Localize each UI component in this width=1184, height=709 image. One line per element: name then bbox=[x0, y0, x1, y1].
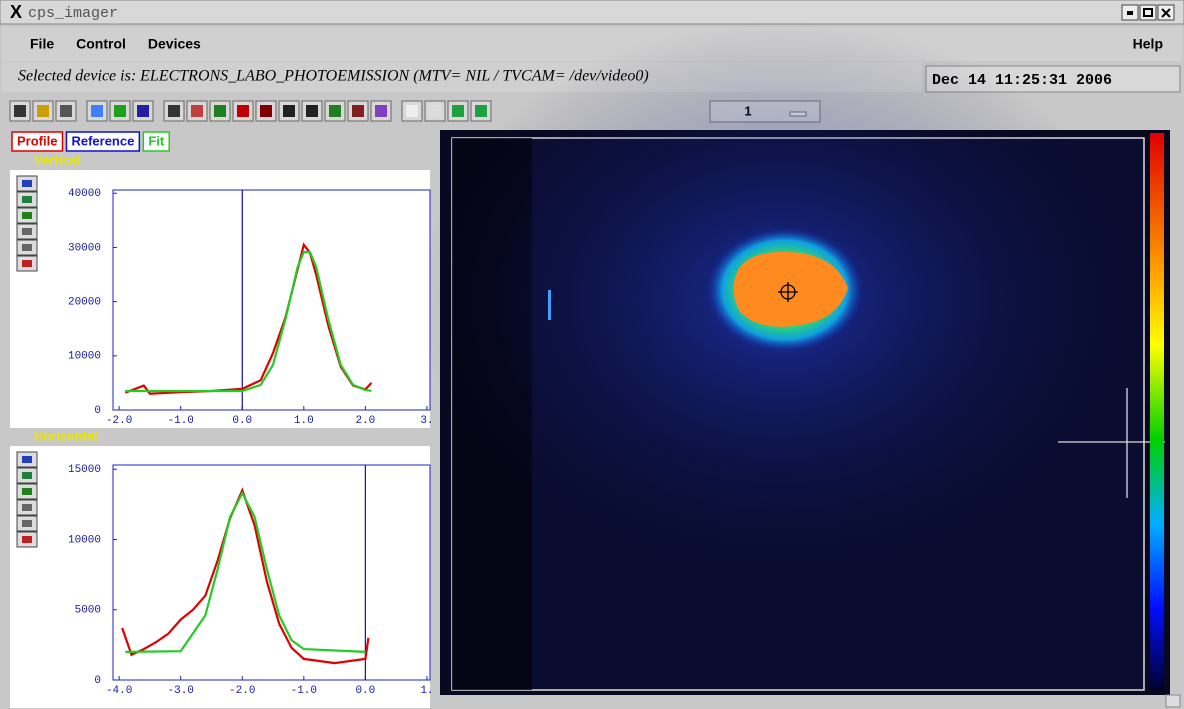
toolbar-icon bbox=[375, 105, 387, 117]
x-logo: X bbox=[10, 2, 22, 22]
y-tick-label: 0 bbox=[94, 675, 101, 687]
toolbar-icon bbox=[214, 105, 226, 117]
zoom-tool-icon bbox=[22, 536, 32, 543]
x-tick-label: -3.0 bbox=[168, 685, 194, 697]
zoom-tool-icon bbox=[22, 212, 32, 219]
toolbar-icon bbox=[260, 105, 272, 117]
beam-crosshair-lines bbox=[778, 282, 798, 302]
zoom-tool-icon bbox=[22, 456, 32, 463]
menu-bar bbox=[2, 27, 1182, 61]
toolbar-icon bbox=[14, 105, 26, 117]
toolbar-icon bbox=[60, 105, 72, 117]
toolbar-icon bbox=[475, 105, 487, 117]
y-tick-label: 0 bbox=[94, 405, 101, 417]
status-text: Selected device is: ELECTRONS_LABO_PHOTO… bbox=[18, 68, 649, 85]
plot-frame bbox=[112, 464, 431, 681]
maximize-button[interactable] bbox=[1139, 4, 1157, 21]
legend-item[interactable] bbox=[65, 131, 141, 152]
zoom-tool-icon bbox=[22, 196, 32, 203]
zoom-tool-icon bbox=[22, 228, 32, 235]
legend-label: Profile bbox=[17, 133, 57, 148]
toolbar-icon bbox=[283, 105, 295, 117]
x-tick-label: -1.0 bbox=[168, 415, 194, 427]
profile-charts: Vertical 0 10000 20000 30000 40000 -2.0 -1.0 0.0… bbox=[10, 152, 434, 708]
zoom-tool-icon bbox=[22, 472, 32, 479]
legend-item[interactable] bbox=[142, 131, 170, 152]
toolbar-icon bbox=[352, 105, 364, 117]
legend-label: Reference bbox=[71, 133, 134, 148]
legend-label: Fit bbox=[148, 133, 165, 148]
resize-handle[interactable] bbox=[1165, 694, 1181, 708]
chart-panel bbox=[10, 170, 430, 438]
x-tick-label: -2.0 bbox=[106, 415, 132, 427]
zoom-tool-icon bbox=[22, 180, 32, 187]
zoom-tool-icon bbox=[22, 260, 32, 267]
toolbar-icon bbox=[91, 105, 103, 117]
minimize-icon bbox=[1127, 11, 1133, 15]
x-tick-label: -1.0 bbox=[291, 685, 317, 697]
y-tick-label: 10000 bbox=[68, 351, 101, 363]
y-tick-label: 30000 bbox=[68, 242, 101, 254]
toolbar-icon bbox=[191, 105, 203, 117]
y-tick-label: 20000 bbox=[68, 297, 101, 309]
x-tick-label: 0.0 bbox=[355, 685, 375, 697]
x-tick-label: 3. bbox=[420, 415, 433, 427]
zoom-tool-icon bbox=[22, 520, 32, 527]
toolbar-icon bbox=[452, 105, 464, 117]
x-tick-label: 2.0 bbox=[355, 415, 375, 427]
image-artifact bbox=[548, 290, 551, 320]
chart-title-bar bbox=[10, 152, 430, 170]
beam-core bbox=[733, 251, 848, 327]
window-controls bbox=[1121, 4, 1175, 21]
toolbar-icon bbox=[429, 105, 441, 117]
toolbar-icon bbox=[137, 105, 149, 117]
legend-item[interactable] bbox=[11, 131, 64, 152]
menu-item[interactable]: Devices bbox=[148, 36, 201, 52]
x-tick-label: 1. bbox=[420, 685, 433, 697]
x-tick-label: -4.0 bbox=[106, 685, 132, 697]
chart-panel bbox=[10, 446, 430, 708]
maximize-icon bbox=[1143, 8, 1153, 17]
toolbar-icon bbox=[329, 105, 341, 117]
profile-line bbox=[125, 490, 366, 653]
zoom-tool-icon bbox=[22, 244, 32, 251]
zoom-tool-icon bbox=[22, 488, 32, 495]
y-tick-label: 5000 bbox=[75, 605, 101, 617]
help-menu[interactable]: Help bbox=[1133, 36, 1163, 52]
chart-title: Horizontal bbox=[34, 428, 98, 443]
toolbar-icon bbox=[168, 105, 180, 117]
menu-items: File Control Devices bbox=[30, 36, 201, 52]
x-tick-label: -2.0 bbox=[229, 685, 255, 697]
x-tick-label: 1.0 bbox=[294, 415, 314, 427]
chart-title: Vertical bbox=[34, 152, 80, 167]
toolbar-icon bbox=[406, 105, 418, 117]
window-title: cps_imager bbox=[28, 5, 118, 22]
y-tick-label: 40000 bbox=[68, 188, 101, 200]
y-tick-label: 15000 bbox=[68, 464, 101, 476]
image-cursor bbox=[1058, 388, 1165, 498]
y-tick-label: 10000 bbox=[68, 534, 101, 546]
profile-line bbox=[125, 251, 372, 393]
color-bar bbox=[1150, 133, 1164, 690]
menu-item[interactable]: File bbox=[30, 36, 54, 52]
toolbar-icon bbox=[37, 105, 49, 117]
chart-title-bar bbox=[10, 428, 430, 446]
close-icon bbox=[1161, 8, 1171, 18]
toolbar-icon bbox=[237, 105, 249, 117]
toolbar-icon bbox=[306, 105, 318, 117]
legend: Profile Reference Fit bbox=[11, 131, 170, 152]
toolbar-icon bbox=[114, 105, 126, 117]
menu-item[interactable]: Control bbox=[76, 36, 126, 52]
zoom-tool-icon bbox=[22, 504, 32, 511]
status-clip: Selected device is: ELECTRONS_LABO_PHOTO… bbox=[18, 68, 649, 85]
x-tick-label: 0.0 bbox=[232, 415, 252, 427]
toolbar-buttons bbox=[9, 100, 492, 122]
title-bar bbox=[0, 0, 1184, 25]
